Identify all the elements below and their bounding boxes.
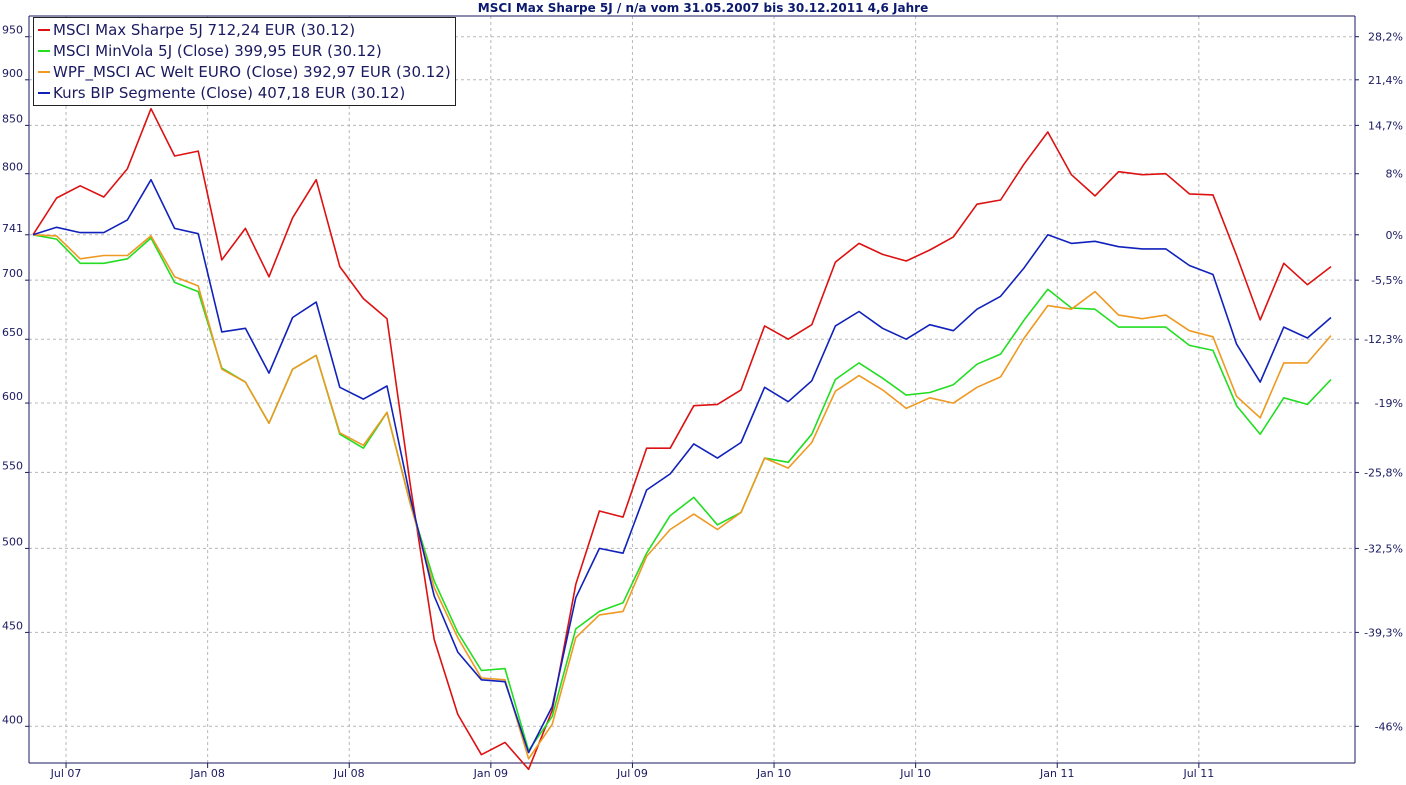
left-tick-label: 650 <box>2 326 23 339</box>
right-tick-label: -5,5% <box>1371 274 1403 287</box>
legend-swatch <box>38 70 50 73</box>
right-tick-label: -32,5% <box>1364 542 1403 555</box>
legend-entry-1: MSCI Max Sharpe 5J 712,24 EUR (30.12) <box>38 19 451 40</box>
left-tick-label: 600 <box>2 390 23 403</box>
x-tick-label: Jul 09 <box>616 767 648 780</box>
series-line-1 <box>32 107 1332 771</box>
x-tick-label: Jul 08 <box>333 767 365 780</box>
legend-swatch <box>38 91 50 94</box>
left-tick-label: 900 <box>2 67 23 80</box>
left-tick-label: 800 <box>2 161 23 174</box>
right-tick-label: 21,4% <box>1368 74 1403 87</box>
legend-entry-4: Kurs BIP Segmente (Close) 407,18 EUR (30… <box>38 82 451 103</box>
right-tick-label: -25,8% <box>1364 466 1403 479</box>
chart-title: MSCI Max Sharpe 5J / n/a vom 31.05.2007 … <box>477 1 929 15</box>
legend-label: WPF_MSCI AC Welt EURO (Close) 392,97 EUR… <box>53 62 451 81</box>
x-tick-label: Jul 11 <box>1182 767 1214 780</box>
right-tick-label: 14,7% <box>1368 119 1403 132</box>
legend-swatch <box>38 28 50 31</box>
right-tick-label: -46% <box>1375 720 1403 733</box>
right-tick-label: -39,3% <box>1364 626 1403 639</box>
series-line-4 <box>32 178 1332 754</box>
left-tick-label: 700 <box>2 267 23 280</box>
left-tick-label: 500 <box>2 535 23 548</box>
plot-area <box>29 16 1355 763</box>
right-tick-label: 28,2% <box>1368 31 1403 44</box>
legend-label: Kurs BIP Segmente (Close) 407,18 EUR (30… <box>53 83 406 102</box>
x-tick-label: Jul 10 <box>899 767 931 780</box>
legend-label: MSCI Max Sharpe 5J 712,24 EUR (30.12) <box>53 20 356 39</box>
x-tick-label: Jan 08 <box>189 767 224 780</box>
chart-legend: MSCI Max Sharpe 5J 712,24 EUR (30.12) MSC… <box>33 17 456 106</box>
right-tick-label: 8% <box>1386 168 1403 181</box>
series-line-3 <box>32 234 1332 760</box>
left-tick-label: 741 <box>2 222 23 235</box>
right-tick-label: -12,3% <box>1364 333 1403 346</box>
legend-entry-3: WPF_MSCI AC Welt EURO (Close) 392,97 EUR… <box>38 61 451 82</box>
legend-swatch <box>38 49 50 52</box>
x-tick-label: Jul 07 <box>50 767 82 780</box>
x-tick-label: Jan 11 <box>1039 767 1074 780</box>
right-tick-label: 0% <box>1386 229 1403 242</box>
left-tick-label: 450 <box>2 619 23 632</box>
legend-entry-2: MSCI MinVola 5J (Close) 399,95 EUR (30.1… <box>38 40 451 61</box>
left-tick-label: 950 <box>2 24 23 37</box>
x-tick-label: Jan 10 <box>756 767 791 780</box>
right-tick-label: -19% <box>1375 397 1403 410</box>
x-tick-label: Jan 09 <box>473 767 508 780</box>
legend-label: MSCI MinVola 5J (Close) 399,95 EUR (30.1… <box>53 41 382 60</box>
left-tick-label: 400 <box>2 713 23 726</box>
left-tick-label: 850 <box>2 112 23 125</box>
left-tick-label: 550 <box>2 459 23 472</box>
